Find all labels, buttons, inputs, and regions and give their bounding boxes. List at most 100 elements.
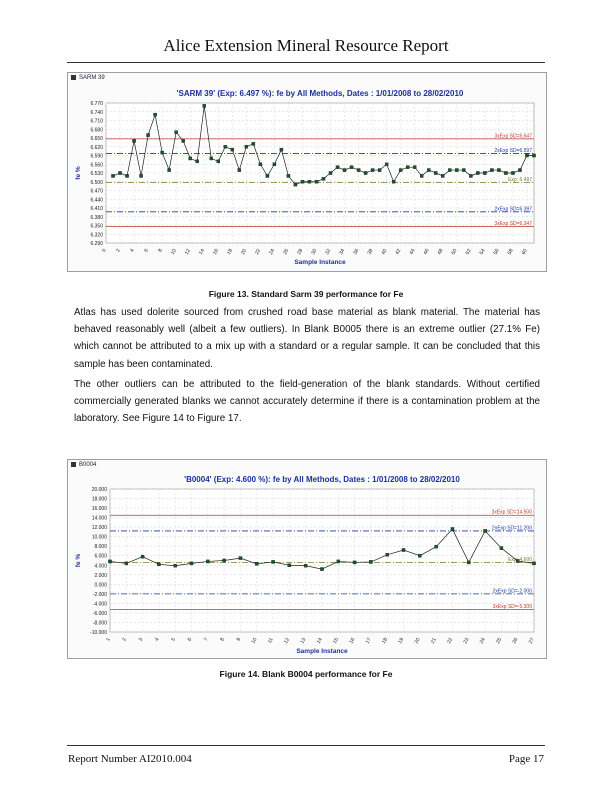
data-point xyxy=(335,165,340,169)
x-tick-label: 14 xyxy=(198,248,206,256)
y-tick-label: 6.530 xyxy=(90,171,103,177)
reference-line-label: 2xExp SD=11.200 xyxy=(492,525,532,531)
data-point xyxy=(132,139,136,143)
x-tick-label: 18 xyxy=(226,248,234,256)
data-point xyxy=(216,159,221,164)
data-point xyxy=(272,162,277,167)
data-point xyxy=(328,171,333,175)
data-point xyxy=(321,177,326,181)
data-point xyxy=(139,174,143,178)
y-tick-label: 16.000 xyxy=(92,506,108,512)
x-tick-label: 44 xyxy=(408,248,416,256)
sarm39-chart: 'SARM 39' (Exp: 6.497 %): fe by All Meth… xyxy=(75,89,536,266)
y-tick-label: 6.500 xyxy=(90,180,103,186)
data-point xyxy=(483,171,487,175)
page-header-title: Alice Extension Mineral Resource Report xyxy=(163,36,449,55)
x-tick-label: 40 xyxy=(380,248,388,256)
x-tick-label: 38 xyxy=(366,248,374,256)
x-tick-label: 46 xyxy=(423,248,431,256)
data-point xyxy=(462,168,466,172)
data-point xyxy=(181,139,185,143)
y-tick-label: 0.000 xyxy=(94,582,107,588)
data-point xyxy=(265,174,270,178)
data-point xyxy=(173,563,177,568)
y-tick-label: -4.000 xyxy=(93,601,107,607)
y-tick-label: 6.410 xyxy=(90,206,103,212)
data-point xyxy=(237,168,242,172)
data-point xyxy=(448,168,452,172)
x-tick-label: 58 xyxy=(507,248,515,256)
data-point xyxy=(287,563,292,568)
plot-area xyxy=(109,488,535,633)
data-point xyxy=(467,560,471,565)
sarm39-legend-label: SARM 39 xyxy=(79,75,105,82)
data-point xyxy=(160,150,164,155)
reference-line-label: Exp: 6.497 xyxy=(508,177,532,183)
y-tick-label: 6.650 xyxy=(90,136,103,142)
data-point xyxy=(356,168,361,172)
data-point xyxy=(314,180,319,184)
data-point xyxy=(483,529,487,533)
y-tick-label: 14.000 xyxy=(92,516,108,522)
data-point xyxy=(499,546,504,550)
data-point xyxy=(244,145,249,149)
data-point xyxy=(222,558,226,563)
data-point xyxy=(525,153,529,158)
data-point xyxy=(251,142,256,146)
reference-line-label: 2xExp SD=-2.000 xyxy=(493,588,533,594)
y-axis-label: fe % xyxy=(75,166,82,180)
x-tick-label: 20 xyxy=(414,637,422,645)
x-tick-label: 2 xyxy=(121,637,128,643)
legend-marker-icon xyxy=(71,462,76,467)
y-tick-label: 6.350 xyxy=(90,224,103,230)
y-tick-label: 6.620 xyxy=(90,145,103,151)
y-tick-label: 6.560 xyxy=(90,162,103,168)
data-point xyxy=(441,174,445,178)
data-point xyxy=(455,168,459,172)
x-tick-label: 52 xyxy=(465,248,473,256)
b0004-chart-panel: B0004 'B0004' (Exp: 4.600 %): fe by All … xyxy=(67,459,547,659)
x-tick-label: 18 xyxy=(381,637,389,645)
reference-line-label: 3xExp SD=6.347 xyxy=(494,221,532,227)
data-point xyxy=(515,559,520,563)
reference-line-label: Exp: 4.600 xyxy=(508,557,532,563)
data-point xyxy=(385,553,389,557)
x-tick-label: 15 xyxy=(332,637,340,645)
x-tick-label: 7 xyxy=(203,637,210,643)
b0004-legend-label: B0004 xyxy=(79,462,97,469)
y-tick-label: 6.000 xyxy=(94,554,107,560)
data-point xyxy=(418,553,422,558)
figure13-caption: Figure 13. Standard Sarm 39 performance … xyxy=(208,289,404,299)
footer-divider xyxy=(67,745,545,746)
x-tick-label: 4 xyxy=(154,637,161,643)
x-tick-label: 19 xyxy=(397,637,405,645)
b0004-chart: 'B0004' (Exp: 4.600 %): fe by All Method… xyxy=(75,475,536,655)
x-tick-label: 6 xyxy=(187,637,194,643)
x-tick-label: 26 xyxy=(511,637,519,645)
data-point xyxy=(167,168,171,172)
x-tick-label: 13 xyxy=(299,637,307,645)
data-point xyxy=(118,171,122,175)
data-point xyxy=(108,559,112,564)
data-point xyxy=(271,560,275,564)
x-tick-label: 24 xyxy=(479,637,487,645)
x-tick-label: 22 xyxy=(254,248,262,256)
data-point xyxy=(140,554,145,559)
y-tick-label: 18.000 xyxy=(92,497,108,503)
y-tick-label: -10.000 xyxy=(90,630,107,636)
x-tick-label: 30 xyxy=(310,248,318,256)
data-point xyxy=(342,168,347,172)
x-tick-label: 36 xyxy=(352,248,360,256)
y-axis-label: fe % xyxy=(75,554,82,568)
reference-line-label: 2xExp SD=6.397 xyxy=(494,206,532,212)
data-point xyxy=(434,544,438,549)
data-point xyxy=(230,147,235,152)
x-tick-label: 42 xyxy=(394,248,402,256)
y-tick-label: 2.000 xyxy=(94,573,107,579)
data-point xyxy=(450,527,455,531)
data-point xyxy=(195,159,199,164)
sarm39-legend: SARM 39 xyxy=(71,75,105,81)
y-tick-label: -8.000 xyxy=(93,620,107,626)
data-point xyxy=(419,174,424,178)
data-point xyxy=(255,562,259,566)
